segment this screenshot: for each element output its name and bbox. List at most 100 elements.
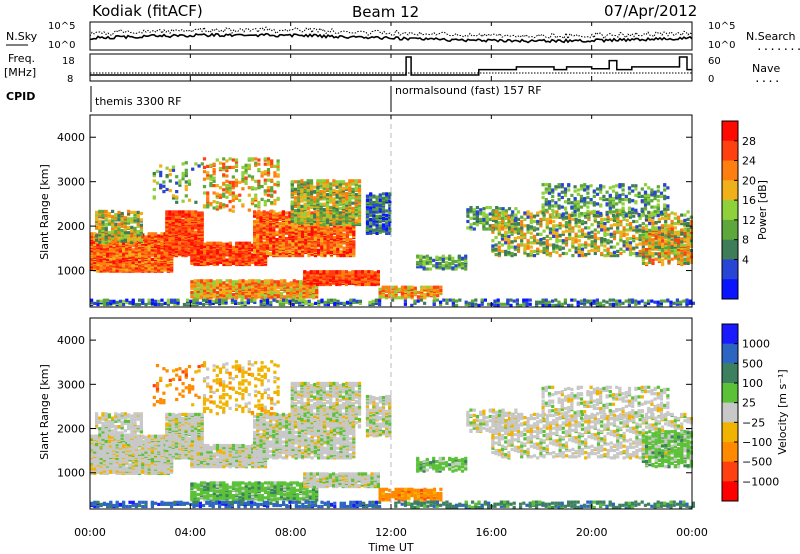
power-cell [306, 271, 310, 275]
power-cell [160, 252, 164, 256]
power-cell [345, 203, 349, 207]
power-cell [222, 168, 226, 172]
power-cell [157, 299, 161, 303]
power-cell [260, 280, 264, 284]
power-cell [357, 221, 362, 225]
power-cell [388, 295, 392, 299]
power-cell [144, 264, 148, 268]
power-cell [270, 292, 274, 296]
power-cell [209, 255, 213, 259]
power-cell [416, 265, 420, 269]
power-cell [410, 287, 414, 291]
power-cell [193, 279, 197, 283]
power-cell [301, 298, 305, 302]
power-cell [319, 189, 323, 193]
power-cell [231, 280, 236, 284]
power-cell [391, 294, 395, 298]
power-cell [144, 246, 148, 250]
power-cell [301, 251, 305, 256]
power-cell [134, 244, 138, 248]
power-cell [206, 244, 210, 248]
power-cell [114, 237, 118, 241]
power-cell [206, 258, 210, 262]
power-cell [193, 284, 197, 288]
power-cell [293, 213, 298, 217]
power-cell [309, 214, 314, 218]
power-cell [316, 188, 320, 192]
power-cell [303, 198, 307, 202]
power-cell [199, 245, 204, 249]
power-cell [104, 217, 108, 221]
power-cell [144, 235, 148, 239]
power-cell [341, 272, 345, 276]
power-cell [212, 253, 216, 257]
power-cell [196, 292, 200, 296]
power-cell [225, 169, 229, 173]
power-cell [247, 285, 252, 289]
power-cell [256, 232, 260, 236]
power-cell [209, 286, 213, 290]
power-cell [313, 213, 317, 217]
power-cell [297, 227, 301, 231]
power-cell [295, 286, 300, 290]
power-cell [311, 289, 316, 293]
power-cell [222, 188, 226, 192]
power-cell [147, 267, 151, 271]
power-cell [351, 182, 355, 186]
power-cell [214, 298, 218, 302]
power-cell [250, 200, 255, 204]
power-cell [238, 193, 242, 197]
power-cell [262, 210, 266, 214]
power-cell [503, 302, 507, 306]
power-cell [150, 265, 154, 269]
power-cell [329, 212, 333, 216]
power-cell [101, 240, 105, 244]
power-cell [95, 215, 99, 219]
power-cell [190, 258, 194, 262]
power-cell [341, 200, 346, 204]
power-cell [322, 270, 326, 274]
power-cell [300, 179, 304, 183]
power-cell [159, 183, 163, 187]
power-cell [96, 302, 100, 307]
power-cell [225, 159, 229, 163]
power-cell [127, 231, 131, 235]
power-cell [263, 192, 267, 196]
power-cell [171, 196, 176, 200]
power-cell [231, 158, 235, 162]
power-cell [309, 195, 314, 199]
power-cell [413, 299, 417, 303]
power-cell [288, 299, 292, 303]
power-cell [309, 198, 314, 202]
power-cell [423, 293, 427, 297]
power-cell [266, 186, 271, 190]
power-cell [270, 209, 274, 213]
power-cell [247, 243, 252, 247]
power-cell [206, 196, 210, 200]
power-cell [262, 231, 266, 235]
power-cell [178, 210, 182, 214]
power-cell [187, 219, 191, 224]
power-cell [342, 226, 346, 230]
power-cell [128, 300, 132, 304]
power-cell [214, 300, 218, 304]
power-cell [231, 256, 236, 260]
power-cell [338, 193, 342, 197]
power-cell [243, 300, 247, 304]
power-cell [300, 188, 304, 192]
power-cell [679, 300, 683, 304]
power-cell [323, 239, 327, 243]
power-cell [320, 298, 324, 302]
power-cell [184, 222, 188, 226]
power-cell [111, 240, 115, 244]
power-cell [259, 250, 263, 254]
power-cell [300, 193, 304, 197]
power-cell [348, 220, 352, 224]
power-cell [259, 238, 263, 242]
power-cell [275, 248, 279, 252]
power-cell [263, 279, 268, 283]
power-cell [611, 302, 615, 306]
power-cell [303, 270, 307, 274]
power-cell [422, 263, 426, 267]
date-label: 07/Apr/2012 [604, 2, 697, 20]
